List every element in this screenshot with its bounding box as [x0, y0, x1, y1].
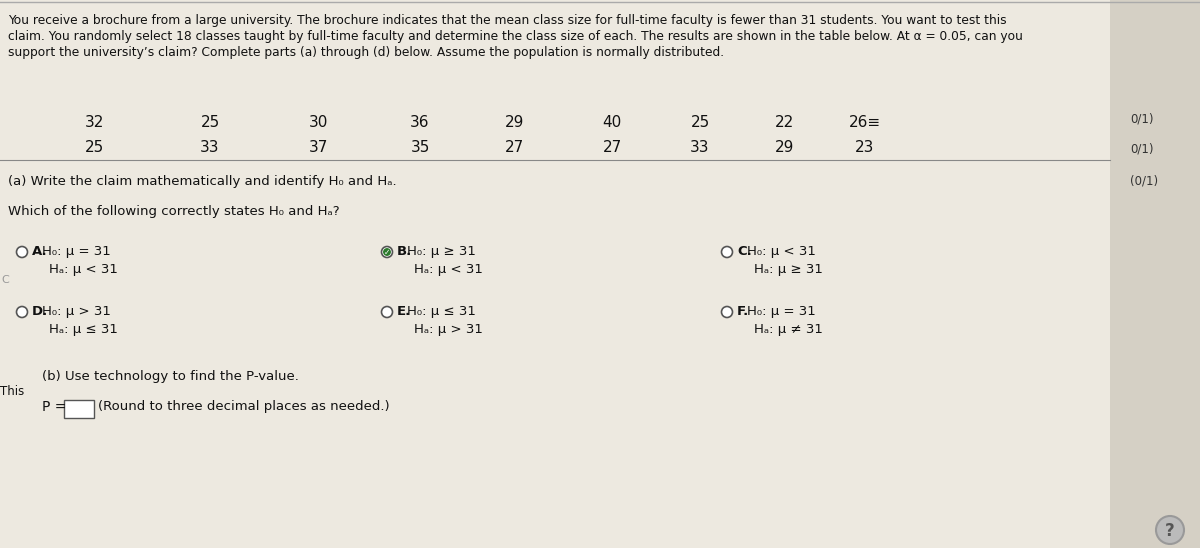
- Text: H₀: μ ≥ 31: H₀: μ ≥ 31: [407, 245, 476, 258]
- Text: 22: 22: [775, 115, 794, 130]
- Text: H₀: μ > 31: H₀: μ > 31: [42, 305, 110, 318]
- Text: Hₐ: μ ≤ 31: Hₐ: μ ≤ 31: [49, 323, 118, 336]
- Text: B.: B.: [397, 245, 413, 258]
- Circle shape: [17, 306, 28, 317]
- Text: 29: 29: [775, 140, 794, 155]
- Text: 40: 40: [602, 115, 622, 130]
- Text: 25: 25: [85, 140, 104, 155]
- Text: (Round to three decimal places as needed.): (Round to three decimal places as needed…: [98, 400, 390, 413]
- FancyBboxPatch shape: [0, 0, 1110, 548]
- Text: (b) Use technology to find the P-value.: (b) Use technology to find the P-value.: [42, 370, 299, 383]
- Text: 33: 33: [200, 140, 220, 155]
- Circle shape: [382, 306, 392, 317]
- Text: F.: F.: [737, 305, 749, 318]
- Text: Which of the following correctly states H₀ and Hₐ?: Which of the following correctly states …: [8, 205, 340, 218]
- Text: Hₐ: μ ≠ 31: Hₐ: μ ≠ 31: [754, 323, 823, 336]
- Text: D.: D.: [32, 305, 48, 318]
- Circle shape: [383, 248, 391, 256]
- Text: 32: 32: [85, 115, 104, 130]
- Text: H₀: μ < 31: H₀: μ < 31: [746, 245, 816, 258]
- Text: (0/1): (0/1): [1130, 175, 1158, 188]
- Text: 35: 35: [410, 140, 430, 155]
- Text: 25: 25: [690, 115, 709, 130]
- Text: Hₐ: μ < 31: Hₐ: μ < 31: [49, 263, 118, 276]
- Text: 26≡: 26≡: [848, 115, 881, 130]
- Text: 23: 23: [856, 140, 875, 155]
- Text: ✓: ✓: [384, 248, 390, 257]
- Text: Hₐ: μ > 31: Hₐ: μ > 31: [414, 323, 482, 336]
- Text: 0/1): 0/1): [1130, 142, 1153, 155]
- Circle shape: [17, 247, 28, 258]
- Text: 33: 33: [690, 140, 709, 155]
- Circle shape: [721, 247, 732, 258]
- Circle shape: [721, 306, 732, 317]
- Text: Hₐ: μ < 31: Hₐ: μ < 31: [414, 263, 482, 276]
- Text: 30: 30: [308, 115, 328, 130]
- Text: You receive a brochure from a large university. The brochure indicates that the : You receive a brochure from a large univ…: [8, 14, 1007, 27]
- FancyBboxPatch shape: [64, 400, 94, 418]
- Text: Hₐ: μ ≥ 31: Hₐ: μ ≥ 31: [754, 263, 823, 276]
- Text: H₀: μ = 31: H₀: μ = 31: [746, 305, 816, 318]
- Text: C: C: [1, 275, 8, 285]
- Text: support the university’s claim? Complete parts (a) through (d) below. Assume the: support the university’s claim? Complete…: [8, 46, 724, 59]
- Text: H₀: μ = 31: H₀: μ = 31: [42, 245, 110, 258]
- Text: This: This: [0, 385, 24, 398]
- Text: H₀: μ ≤ 31: H₀: μ ≤ 31: [407, 305, 476, 318]
- Text: 0/1): 0/1): [1130, 113, 1153, 126]
- Text: P =: P =: [42, 400, 66, 414]
- Circle shape: [382, 247, 392, 258]
- FancyBboxPatch shape: [1110, 0, 1200, 548]
- Text: (a) Write the claim mathematically and identify H₀ and Hₐ.: (a) Write the claim mathematically and i…: [8, 175, 397, 188]
- Text: E.: E.: [397, 305, 412, 318]
- Text: 25: 25: [200, 115, 220, 130]
- Text: 27: 27: [505, 140, 524, 155]
- Text: 27: 27: [602, 140, 622, 155]
- Text: C.: C.: [737, 245, 751, 258]
- Text: 29: 29: [505, 115, 524, 130]
- Text: 37: 37: [308, 140, 328, 155]
- Text: A.: A.: [32, 245, 48, 258]
- Text: claim. You randomly select 18 classes taught by full-time faculty and determine : claim. You randomly select 18 classes ta…: [8, 30, 1022, 43]
- Text: 36: 36: [410, 115, 430, 130]
- Circle shape: [1156, 516, 1184, 544]
- Text: ?: ?: [1165, 522, 1175, 540]
